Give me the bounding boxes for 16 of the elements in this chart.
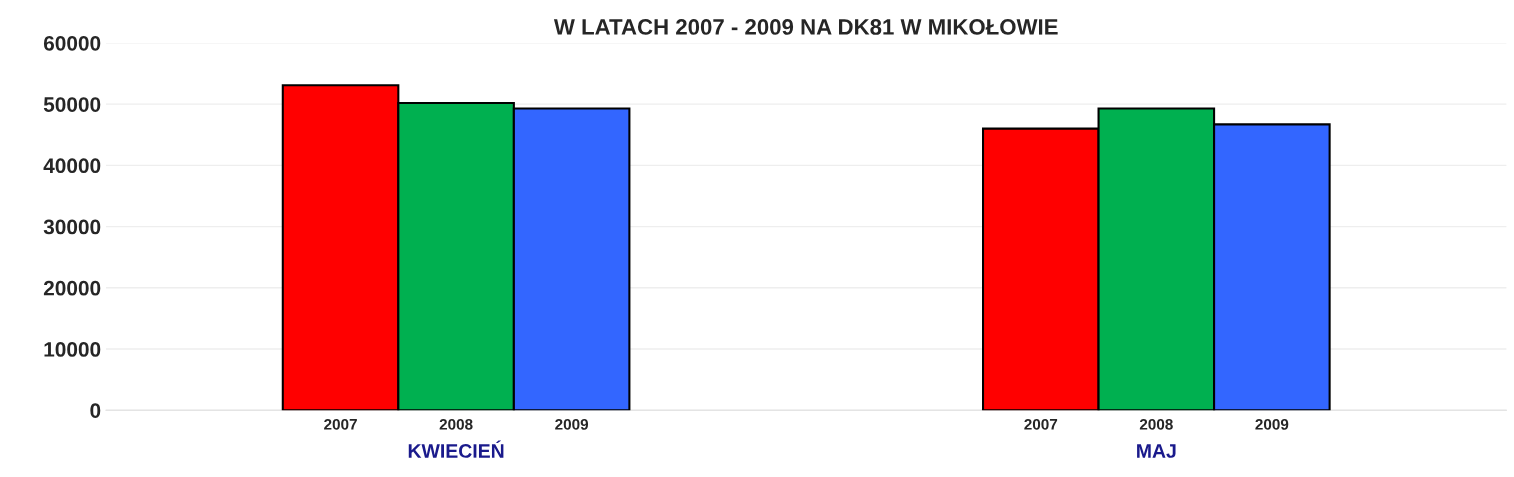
x-tick-label: KWIECIEŃ [408,440,504,458]
series-label: 2009 [555,418,589,430]
y-tick-label: 0 [90,403,101,418]
y-tick-label: 50000 [43,97,101,112]
x-tick-label: MAJ [1137,444,1176,458]
chart-title: W LATACH 2007 - 2009 NA DK81 W MIKOŁOWIE [553,19,1058,35]
y-tick-label: 60000 [43,35,101,51]
y-tick-label: 20000 [43,280,101,296]
y-tick-label: 40000 [43,158,101,174]
series-label: 2008 [439,418,473,430]
y-tick-label: 10000 [44,342,101,357]
series-label: 2007 [324,418,357,430]
y-tick-label: 30000 [43,219,101,235]
text: 2007 [1024,418,1058,430]
text: 2009 [1255,418,1289,430]
text: 2008 [1139,418,1173,430]
